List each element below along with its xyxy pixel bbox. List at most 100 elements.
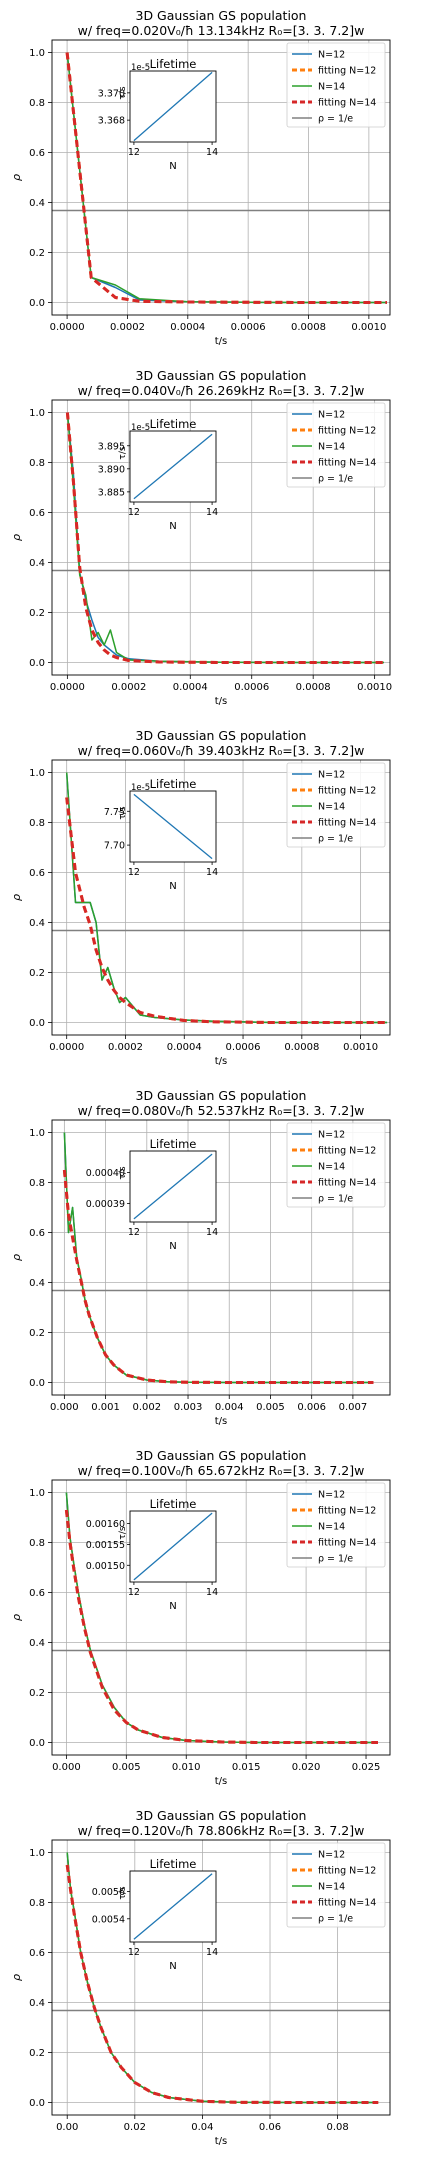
legend: N=12 fitting N=12 N=14 fitting N=14 ρ = 1/e (286, 762, 386, 848)
inset-x-axis-label: N (169, 1961, 176, 1972)
legend-label: fitting N=14 (318, 1538, 376, 1549)
x-tick-label: 0.06 (259, 2122, 281, 2133)
legend-box (286, 402, 386, 488)
y-tick-label: 0.4 (29, 558, 45, 569)
x-tick-label: 0.020 (292, 1762, 321, 1773)
x-tick-label: 0.005 (112, 1762, 141, 1773)
axes-frame (51, 399, 391, 676)
legend-label: fitting N=14 (318, 98, 376, 109)
chart-title-line2: w/ freq=0.120V₀/ħ 78.806kHz R₀=[3. 3. 7.… (78, 1823, 365, 1838)
legend-box (286, 762, 386, 848)
inset-y-tick-label: 7.75 (104, 807, 125, 818)
chart-title-line2: w/ freq=0.060V₀/ħ 39.403kHz R₀=[3. 3. 7.… (78, 743, 365, 758)
chart-title-line2: w/ freq=0.080V₀/ħ 52.537kHz R₀=[3. 3. 7.… (78, 1103, 365, 1118)
series-line-fitting-n-14 (62, 1169, 374, 1384)
x-tick-label: 0.007 (339, 1402, 368, 1413)
x-tick-label: 0.0006 (231, 322, 266, 333)
x-tick-label: 0.0000 (50, 682, 85, 693)
inset-y-tick-label: 7.70 (104, 841, 125, 852)
legend-label: N=12 (318, 1850, 345, 1861)
inset-lifetime: Lifetime 12 14 N 0.00040 0.00039 τ/s (86, 1137, 218, 1252)
legend-label: N=12 (318, 1130, 345, 1141)
legend-label: fitting N=14 (318, 818, 376, 829)
x-tick-label: 0.02 (124, 2122, 146, 2133)
x-tick-label: 0.00 (56, 2122, 78, 2133)
inset-y-tick-label: 3.890 (98, 464, 125, 475)
y-tick-label: 0.4 (29, 1638, 45, 1649)
legend-box (286, 1842, 386, 1928)
x-tick-label: 0.004 (215, 1402, 244, 1413)
inset-title: Lifetime (150, 777, 197, 791)
y-tick-label: 0.6 (29, 868, 45, 879)
x-tick-label: 0.0010 (351, 322, 386, 333)
inset-offset-label: 1e-5 (131, 783, 150, 793)
inset-y-tick-label: 3.885 (98, 487, 125, 498)
inset-offset-label: 1e-5 (131, 63, 150, 73)
inset-lifetime: Lifetime 12 14 N 0.00160 0.00155 0.00150 τ/s (86, 1497, 218, 1612)
inset-y-tick-label: 0.00039 (86, 1199, 125, 1210)
legend-label: N=14 (318, 802, 345, 813)
x-tick-label: 0.006 (297, 1402, 326, 1413)
legend-label: N=12 (318, 1490, 345, 1501)
inset-lifetime-line (133, 1153, 213, 1220)
x-tick-label: 0.08 (326, 2122, 348, 2133)
x-tick-label: 0.0002 (110, 322, 145, 333)
legend-label: N=12 (318, 50, 345, 61)
inset-x-axis-label: N (169, 1601, 176, 1612)
inset-y-tick-label: 0.00155 (86, 1540, 125, 1551)
inset-lifetime-line (133, 1512, 213, 1581)
y-tick-label: 0.0 (29, 298, 45, 309)
y-tick-label: 0.6 (29, 1948, 45, 1959)
legend-label: fitting N=12 (318, 426, 376, 437)
y-tick-label: 1.0 (29, 1128, 45, 1139)
series-line-n-14 (65, 772, 388, 1024)
inset-title: Lifetime (150, 1137, 197, 1151)
legend-label: N=14 (318, 1522, 345, 1533)
y-axis-label: ρ (10, 1614, 23, 1621)
inset-y-axis-label: τ/s (118, 446, 128, 459)
series-line-fitting-n-14 (65, 1864, 379, 2104)
y-axis-label: ρ (10, 534, 23, 541)
legend-label: ρ = 1/e (318, 114, 353, 125)
y-tick-label: 0.8 (29, 1898, 45, 1909)
inset-x-tick-label: 14 (206, 507, 218, 518)
inset-x-tick-label: 12 (128, 1947, 140, 1958)
inset-y-axis-label: τ/s (118, 1526, 128, 1539)
x-axis-label: t/s (215, 696, 228, 707)
inset-lifetime-line (133, 793, 213, 860)
legend-label: N=14 (318, 442, 345, 453)
legend: N=12 fitting N=12 N=14 fitting N=14 ρ = 1/e (286, 42, 386, 128)
x-tick-label: 0.0008 (284, 1042, 319, 1053)
inset-lifetime: Lifetime 12 14 N 3.895 3.890 3.885 τ/s 1e-5 (98, 417, 218, 532)
legend-label: fitting N=14 (318, 1178, 376, 1189)
legend-label: N=14 (318, 82, 345, 93)
x-tick-label: 0.0004 (167, 1042, 202, 1053)
y-tick-label: 0.0 (29, 1018, 45, 1029)
series-line-fitting-n-14 (65, 52, 387, 304)
y-tick-label: 1.0 (29, 48, 45, 59)
y-tick-label: 0.0 (29, 1378, 45, 1389)
inset-x-tick-label: 14 (206, 147, 218, 158)
inset-lifetime-line (133, 1873, 213, 1940)
y-tick-label: 1.0 (29, 1488, 45, 1499)
x-tick-label: 0.025 (352, 1762, 381, 1773)
legend-label: ρ = 1/e (318, 1914, 353, 1925)
inset-x-axis-label: N (169, 1241, 176, 1252)
y-tick-label: 0.8 (29, 1538, 45, 1549)
inset-y-axis-label: τ/s (118, 1166, 128, 1179)
chart-title-line2: w/ freq=0.100V₀/ħ 65.672kHz R₀=[3. 3. 7.… (78, 1463, 365, 1478)
inset-x-tick-label: 12 (128, 147, 140, 158)
legend: N=12 fitting N=12 N=14 fitting N=14 ρ = 1/e (286, 1842, 386, 1928)
legend-box (286, 1122, 386, 1208)
inset-y-tick-label: 0.0056 (92, 1887, 125, 1898)
y-axis-label: ρ (10, 1254, 23, 1261)
chart-title-line1: 3D Gaussian GS population (136, 1448, 307, 1463)
series-line-fitting-n-14 (65, 412, 384, 664)
legend-label: fitting N=14 (318, 1898, 376, 1909)
x-tick-label: 0.0006 (226, 1042, 261, 1053)
y-tick-label: 0.4 (29, 918, 45, 929)
chart-title-line1: 3D Gaussian GS population (136, 1088, 307, 1103)
